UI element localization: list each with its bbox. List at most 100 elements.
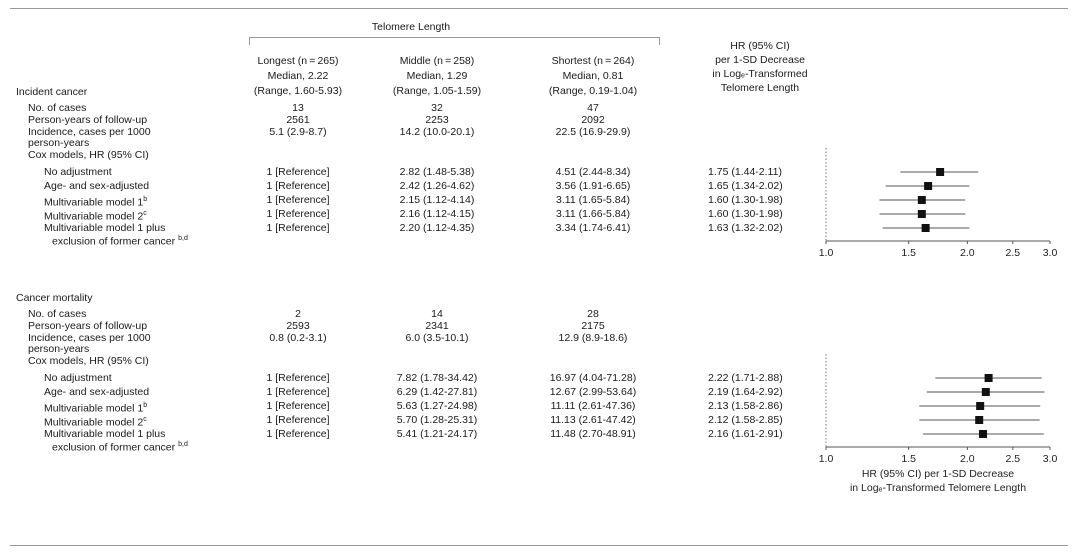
model-label: Multivariable model 1b [44, 194, 147, 209]
column-median: Median, 2.22 [267, 70, 329, 82]
point-estimate-marker [975, 416, 984, 424]
column-range: (Range, 0.19-1.04) [548, 85, 638, 97]
model-label: Multivariable model 1 plus [44, 222, 165, 234]
model-label-text: Multivariable model 1 plus [44, 222, 166, 234]
footnote-marker: c [143, 210, 147, 217]
point-estimate-marker [976, 402, 985, 410]
cell-value: 6.0 (3.5-10.1) [405, 332, 469, 344]
cell-value: 14 [431, 308, 443, 320]
group-title: Telomere Length [371, 21, 451, 33]
cell-value: 12.9 (8.9-18.6) [558, 332, 628, 344]
cell-value: 1 [Reference] [266, 386, 330, 398]
cell-value: 1 [Reference] [266, 372, 330, 384]
cell-value: 14.2 (10.0-20.1) [399, 126, 475, 138]
model-label: No adjustment [44, 372, 112, 384]
footnote-marker: b,d [178, 441, 188, 448]
row-label: No. of cases [28, 308, 87, 320]
row-label: Cox models, HR (95% CI) [28, 355, 149, 367]
x-tick-label: 1.5 [901, 247, 916, 259]
cell-value: 7.82 (1.78-34.42) [396, 372, 478, 384]
x-tick-label: 3.0 [1043, 453, 1058, 465]
column-range: (Range, 1.05-1.59) [392, 85, 482, 97]
cell-value: 2.15 (1.12-4.14) [399, 194, 475, 206]
model-label: No adjustment [44, 166, 112, 178]
model-label-text: Multivariable model 2 [44, 416, 144, 429]
point-estimate-marker [936, 168, 945, 176]
column-title: Shortest (n = 264) [551, 55, 635, 67]
hr-value: 1.65 (1.34-2.02) [708, 180, 783, 192]
row-label: Cox models, HR (95% CI) [28, 149, 149, 161]
row-label-continued: person-years [28, 137, 90, 149]
model-label-text: exclusion of former cancer [52, 235, 176, 248]
cell-value: 2593 [286, 320, 310, 332]
point-estimate-marker [917, 210, 926, 218]
cell-value: 32 [431, 102, 443, 114]
point-estimate-marker [981, 388, 990, 396]
hr-column-title: Telomere Length [720, 82, 800, 94]
row-label: Incidence, cases per 1000 [28, 126, 151, 138]
column-median: Median, 1.29 [406, 70, 468, 82]
column-title: Longest (n = 265) [257, 55, 339, 67]
model-label-text: Multivariable model 1 [44, 402, 144, 415]
cell-value: 1 [Reference] [266, 428, 330, 440]
column-range: (Range, 1.60-5.93) [253, 85, 343, 97]
cell-value: 3.11 (1.66-5.84) [556, 208, 630, 220]
x-tick-label: 2.0 [960, 247, 975, 259]
cell-value: 11.11 (2.61-47.36) [550, 400, 636, 412]
hr-value: 2.22 (1.71-2.88) [708, 372, 783, 384]
cell-value: 4.51 (2.44-8.34) [555, 166, 631, 178]
row-label: Person-years of follow-up [28, 320, 148, 332]
group-bracket-top [249, 37, 660, 38]
group-bracket-right [659, 37, 660, 45]
hr-value: 2.16 (1.61-2.91) [708, 428, 783, 440]
cell-value: 1 [Reference] [266, 414, 330, 426]
section-title: Cancer mortality [16, 292, 93, 304]
model-label-text: Age- and sex-adjusted [44, 180, 150, 192]
hr-column-title: HR (95% CI) [730, 40, 790, 52]
cell-value: 5.70 (1.28-25.31) [396, 414, 478, 426]
cell-value: 2175 [581, 320, 605, 332]
point-estimate-marker [924, 182, 933, 190]
cell-value: 11.13 (2.61-47.42) [550, 414, 636, 426]
footnote-marker: c [143, 416, 147, 423]
model-label-text: No adjustment [44, 166, 112, 178]
x-axis-label: HR (95% CI) per 1-SD Decrease [862, 468, 1014, 480]
cell-value: 22.5 (16.9-29.9) [555, 126, 631, 138]
row-label-continued: person-years [28, 343, 90, 355]
hr-value: 1.60 (1.30-1.98) [708, 208, 783, 220]
cell-value: 3.34 (1.74-6.41) [555, 222, 631, 234]
cell-value: 5.41 (1.21-24.17) [396, 428, 478, 440]
point-estimate-marker [979, 430, 988, 438]
model-label-text: No adjustment [44, 372, 112, 384]
x-tick-label: 1.0 [819, 453, 834, 465]
cell-value: 3.11 (1.65-5.84) [556, 194, 630, 206]
cell-value: 6.29 (1.42-27.81) [396, 386, 478, 398]
cell-value: 1 [Reference] [266, 222, 330, 234]
cell-value: 2.16 (1.12-4.15) [399, 208, 475, 220]
cell-value: 0.8 (0.2-3.1) [269, 332, 327, 344]
hr-value: 2.12 (1.58-2.85) [708, 414, 783, 426]
cell-value: 1 [Reference] [266, 180, 330, 192]
group-bracket-left [249, 37, 250, 45]
model-label: Age- and sex-adjusted [44, 180, 149, 192]
top-rule [10, 8, 1068, 9]
model-label-continued: exclusion of former cancer b,d [52, 233, 188, 248]
footnote-marker: b [143, 402, 148, 409]
column-median: Median, 0.81 [562, 70, 624, 82]
point-estimate-marker [984, 374, 993, 382]
x-tick-label: 1.0 [819, 247, 834, 259]
cell-value: 5.63 (1.27-24.98) [396, 400, 478, 412]
row-label: Incidence, cases per 1000 [28, 332, 151, 344]
hr-value: 1.75 (1.44-2.11) [708, 166, 782, 178]
x-tick-label: 2.5 [1006, 453, 1021, 465]
bottom-rule [10, 545, 1068, 546]
model-label-continued: exclusion of former cancer b,d [52, 439, 188, 454]
point-estimate-marker [921, 224, 930, 232]
section-title: Incident cancer [16, 86, 88, 98]
cell-value: 1 [Reference] [266, 194, 330, 206]
model-label-text: Multivariable model 1 [44, 196, 144, 209]
cell-value: 13 [292, 102, 304, 114]
model-label-text: exclusion of former cancer [52, 441, 176, 454]
hr-value: 1.63 (1.32-2.02) [708, 222, 783, 234]
